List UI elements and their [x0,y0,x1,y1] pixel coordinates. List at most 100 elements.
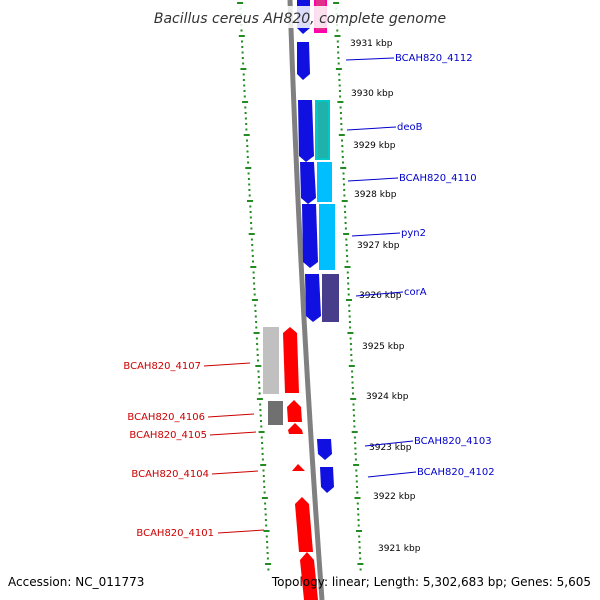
gene-4111b-arrow[interactable] [300,162,316,204]
gene-label[interactable]: BCAH820_4103 [414,436,492,447]
guide-dot [357,524,360,527]
guide-dot [246,145,249,147]
guide-dot [249,216,252,219]
slate-feature-box[interactable] [322,274,339,322]
guide-dot [252,271,255,274]
gene-label[interactable]: BCAH820_4101 [136,528,214,539]
gene-4101-arrow[interactable] [295,497,313,552]
guide-dot [349,343,352,345]
guide-dot [267,568,270,571]
guide-dot [244,112,247,114]
guide-dot [241,51,244,54]
gene-4103-arrow[interactable] [317,439,332,460]
guide-dash [334,35,341,37]
guide-dot [344,216,347,219]
tick-label: 3931 kbp [350,39,393,49]
gene-label[interactable]: BCAH820_4112 [395,53,473,64]
guide-dot [258,387,261,389]
guide-dot [351,370,354,373]
guide-dot [352,409,355,411]
guide-dash [341,200,348,202]
guide-dot [337,62,340,65]
guide-dot [256,354,259,356]
guide-dot [265,535,268,538]
guide-dot [248,189,251,191]
guide-dot [245,123,248,125]
guide-dot [246,156,249,158]
guide-dot [349,337,352,340]
tick-label: 3921 kbp [378,544,421,554]
guide-dot [350,354,353,356]
guide-dot [249,211,252,213]
guide-dot [257,376,260,378]
guide-dot [262,475,265,477]
guide-dot [343,183,345,186]
gene-label[interactable]: BCAH820_4106 [127,412,205,423]
gene-label[interactable]: BCAH820_4110 [399,173,477,184]
gene-4107-arrow[interactable] [283,327,299,393]
grey-feature-box-1[interactable] [263,327,279,394]
map-title: Bacillus cereus AH820, complete genome [154,11,446,27]
guide-dot [356,486,359,488]
guide-dot [256,343,259,345]
guide-dot [348,321,351,323]
guide-dot [255,321,258,323]
gene-label[interactable]: corA [404,287,427,298]
gene-4104-arrow[interactable] [292,464,305,471]
guide-dash [247,200,253,202]
grey-feature-box-2[interactable] [268,401,283,425]
guide-dot [248,183,251,186]
gene-4112-arrow[interactable] [297,42,310,80]
guide-dash [337,101,344,103]
guide-dot [344,211,347,213]
cyan-feature-box-1[interactable] [317,162,332,202]
gene-label[interactable]: BCAH820_4107 [123,361,201,372]
cyan-feature-box-2[interactable] [319,204,335,270]
gene-label[interactable]: BCAH820_4104 [131,469,209,480]
tick-label: 3928 kbp [354,190,397,200]
gene-4106-arrow[interactable] [287,400,302,422]
guide-dot [353,414,355,417]
gene-4102-arrow[interactable] [320,467,334,493]
guide-dash [353,464,360,466]
guide-dot [359,568,362,571]
gene-4109-arrow[interactable] [302,204,318,268]
guide-dot [250,222,253,224]
tick-label: 3926 kbp [359,291,402,301]
guide-dash [343,233,350,235]
guide-dot [253,282,256,285]
guide-dot [342,178,345,180]
guide-dot [348,304,351,307]
feature-boxes [314,0,339,322]
leader-line-4105 [209,431,257,436]
guide-dot [358,535,361,538]
guide-dot [261,458,264,461]
guide-dot [263,480,265,483]
guide-dot [357,519,360,521]
leader-lines [203,57,417,534]
tick-label: 3922 kbp [373,492,416,502]
guide-dot [341,139,343,142]
guide-dot [346,271,349,274]
guide-dot [353,436,356,439]
gene-4105-arrow[interactable] [288,423,303,434]
guide-dash [251,299,258,301]
scale-ticks: 3931 kbp 3930 kbp 3929 kbp 3928 kbp 3927… [350,39,421,554]
guide-dot [261,447,264,450]
gene-label[interactable]: deoB [397,122,423,133]
guide-dot [263,486,266,488]
guide-dot [355,480,358,483]
gene-label[interactable]: pyn2 [401,228,426,239]
gene-4111-arrow[interactable] [298,100,314,162]
gene-4108-arrow[interactable] [305,274,321,322]
gene-label[interactable]: BCAH820_4105 [129,430,207,441]
guide-dash [356,530,362,532]
guide-dot [358,541,361,543]
guide-dot [255,337,258,340]
gene-label[interactable]: BCAH820_4102 [417,467,495,478]
guide-dash [243,134,250,136]
guide-dot [250,227,253,230]
guide-dot [345,249,348,252]
gene-4100-arrow[interactable] [300,552,318,600]
guide-dot [343,194,346,197]
